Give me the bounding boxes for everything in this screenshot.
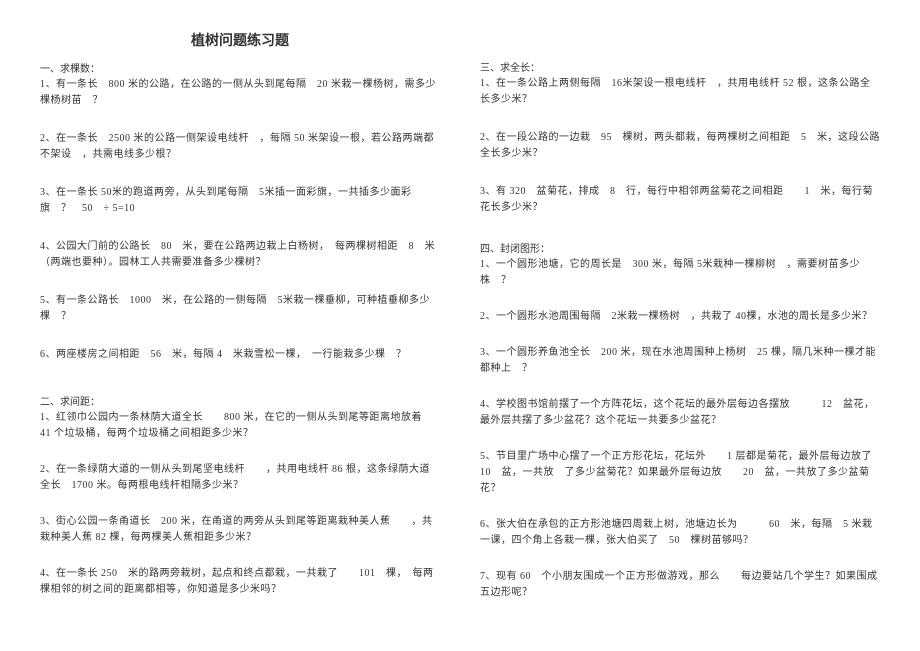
left-column: 植树问题练习题 一、求棵数： 1、有一条长 800 米的公路，在公路的一侧从头到… — [40, 30, 440, 621]
s1-q2: 2、在一条长 2500 米的公路一侧架设电线杆 ，每隔 50 米架设一根，若公路… — [40, 131, 440, 163]
s2-q2: 2、在一条绿荫大道的一侧从头到尾坚电线杆 ，共用电线杆 86 根，这条绿荫大道全… — [40, 462, 440, 494]
s1-q3: 3、在一条长 50米的跑道两旁，从头到尾每隔 5米插一面彩旗，一共插多少面彩旗 … — [40, 185, 440, 217]
document-title: 植树问题练习题 — [40, 30, 440, 50]
s3-q3: 3、有 320 盆菊花，排成 8 行，每行中相邻两盆菊花之间相距 1 米，每行菊… — [480, 184, 880, 216]
section4-heading: 四、封闭图形： — [480, 240, 880, 255]
section1-heading: 一、求棵数： — [40, 60, 440, 75]
s4-q5: 5、节目里广场中心摆了一个正方形花坛，花坛外 1 层都是菊花，最外层每边放了 1… — [480, 449, 880, 497]
s4-q4: 4、学校图书馆前摆了一个方阵花坛，这个花坛的最外层每边各摆放 12 盆花，最外层… — [480, 397, 880, 429]
s2-q1: 1、红领巾公园内一条林荫大道全长 800 米，在它的一侧从头到尾等距离地放着 4… — [40, 410, 440, 442]
s3-q1: 1、在一条公路上两侧每隔 16米架设一根电线杆 ，共用电线杆 52 根，这条公路… — [480, 76, 880, 108]
s2-q3: 3、街心公园一条甬道长 200 米，在甬道的两旁从头到尾等距离栽种美人蕉 ，共栽… — [40, 514, 440, 546]
s4-q1: 1、一个圆形池塘，它的周长是 300 米，每隔 5米栽种一棵柳树 ，需要树苗多少… — [480, 257, 880, 289]
s4-q6: 6、张大伯在承包的正方形池塘四周栽上树，池塘边长为 60 米，每隔 5 米栽一课… — [480, 517, 880, 549]
right-column: 三、求全长： 1、在一条公路上两侧每隔 16米架设一根电线杆 ，共用电线杆 52… — [480, 30, 880, 621]
s4-q2: 2、一个圆形水池周围每隔 2米栽一棵杨树 ，共栽了 40棵，水池的周长是多少米？ — [480, 309, 880, 325]
s2-q4: 4、在一条长 250 米的路两旁栽树，起点和终点都栽，一共栽了 101 棵， 每… — [40, 566, 440, 598]
s4-q3: 3、一个圆形养鱼池全长 200 米，现在水池周围种上杨树 25 棵，隔几米种一棵… — [480, 345, 880, 377]
s3-q2: 2、在一段公路的一边栽 95 棵树，两头都栽，每两棵树之间相距 5 米，这段公路… — [480, 130, 880, 162]
section2-heading: 二、求间距： — [40, 393, 440, 408]
s1-q5: 5、有一条公路长 1000 米，在公路的一侧每隔 5米栽一棵垂柳，可种植垂柳多少… — [40, 293, 440, 325]
s1-q1: 1、有一条长 800 米的公路，在公路的一侧从头到尾每隔 20 米栽一棵杨树，需… — [40, 77, 440, 109]
s1-q4: 4、公园大门前的公路长 80 米，要在公路两边栽上白杨树， 每两棵树相距 8 米… — [40, 239, 440, 271]
s1-q6: 6、两座楼房之间相距 56 米，每隔 4 米栽雪松一棵， 一行能栽多少棵 ？ — [40, 347, 440, 363]
section3-heading: 三、求全长： — [480, 59, 880, 74]
s4-q7: 7、现有 60 个小朋友围成一个正方形做游戏，那么 每边要站几个学生？如果围成五… — [480, 569, 880, 601]
